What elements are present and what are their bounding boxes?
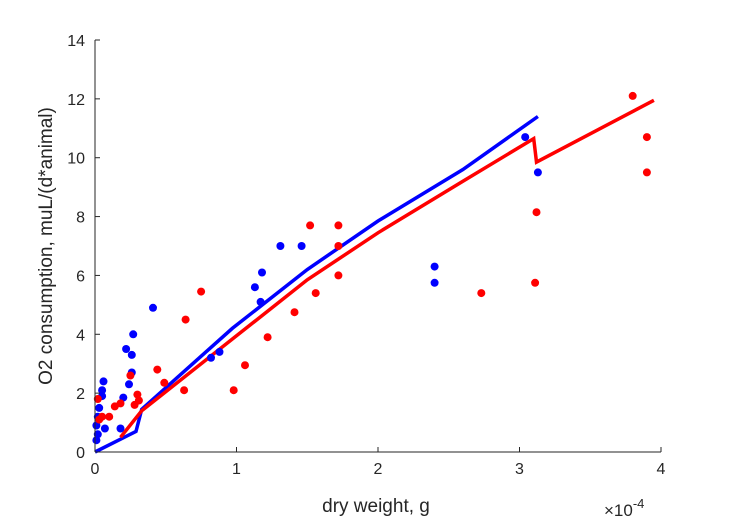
x-tick-label-4: 4	[657, 461, 666, 478]
y-axis-label: O2 consumption, muL/(d*animal)	[36, 107, 57, 385]
series-0-point-26	[521, 133, 530, 142]
series-1-point-12	[180, 386, 189, 395]
series-0-point-25	[430, 278, 439, 287]
series-1-point-13	[181, 315, 190, 324]
series-0-point-23	[297, 242, 306, 250]
series-0-point-1	[93, 430, 102, 439]
series-1-point-0	[93, 395, 102, 403]
series-1-point-28	[642, 168, 651, 177]
series-0-point-4	[95, 403, 104, 412]
x-axis-multiplier: ×10-4	[604, 496, 644, 520]
series-0-point-6	[98, 386, 107, 395]
series-0-point-17	[207, 353, 215, 362]
series-1-point-23	[334, 271, 343, 280]
series-1-point-2	[98, 412, 107, 421]
chart-marks	[92, 91, 655, 454]
series-0-point-18	[215, 347, 224, 356]
series-1-point-25	[531, 278, 540, 287]
series-0-point-9	[116, 424, 125, 433]
series-0-point-15	[129, 330, 138, 339]
x-axis-label: dry weight, g	[322, 496, 430, 517]
series-0-point-7	[99, 377, 108, 386]
series-1-point-10	[153, 365, 162, 374]
series-1-point-15	[229, 386, 238, 395]
series-1-point-6	[126, 371, 135, 380]
series-0-point-12	[125, 380, 133, 389]
series-1-point-27	[628, 91, 637, 100]
series-0-point-21	[258, 268, 266, 277]
x-axis-multiplier-base: ×10	[604, 501, 633, 520]
series-0-point-22	[276, 242, 285, 250]
y-tick-label-0: 0	[76, 445, 85, 462]
series-1-point-26	[532, 208, 541, 217]
series-1-point-21	[334, 242, 343, 250]
series-0-point-11	[122, 345, 131, 353]
series-1-point-14	[197, 287, 206, 296]
series-1-point-5	[116, 399, 125, 408]
series-1-point-24	[477, 289, 486, 298]
series-1-point-22	[334, 221, 343, 230]
series-1-point-29	[642, 133, 651, 142]
x-tick-label-3: 3	[515, 461, 524, 478]
y-tick-label-7: 14	[67, 33, 85, 50]
series-0-point-14	[127, 350, 136, 359]
series-0-point-27	[533, 168, 542, 177]
y-tick-label-4: 8	[76, 210, 85, 227]
x-axis-multiplier-exponent: -4	[633, 496, 645, 511]
series-1-point-20	[311, 289, 320, 298]
y-tick-label-3: 6	[76, 268, 85, 285]
series-0-point-8	[100, 424, 109, 433]
series-2-line	[94, 115, 539, 454]
series-1-point-9	[134, 396, 143, 405]
series-0-point-16	[149, 303, 157, 312]
y-tick-label-6: 12	[67, 92, 85, 109]
series-1-point-17	[263, 333, 272, 342]
series-0-point-20	[256, 297, 265, 306]
series-0-point-19	[250, 283, 259, 292]
series-1-point-19	[306, 221, 315, 230]
series-1-point-18	[290, 308, 299, 317]
x-tick-label-0: 0	[91, 461, 100, 478]
series-1-point-16	[241, 361, 249, 370]
y-tick-label-2: 4	[76, 327, 85, 344]
series-1-point-11	[160, 378, 169, 387]
series-0-point-24	[430, 262, 439, 271]
y-tick-label-1: 2	[76, 386, 85, 403]
x-tick-label-2: 2	[374, 461, 383, 478]
y-tick-label-5: 10	[67, 151, 85, 168]
series-3-line	[119, 98, 655, 439]
series-1-point-3	[105, 412, 114, 421]
x-tick-label-1: 1	[232, 461, 241, 478]
